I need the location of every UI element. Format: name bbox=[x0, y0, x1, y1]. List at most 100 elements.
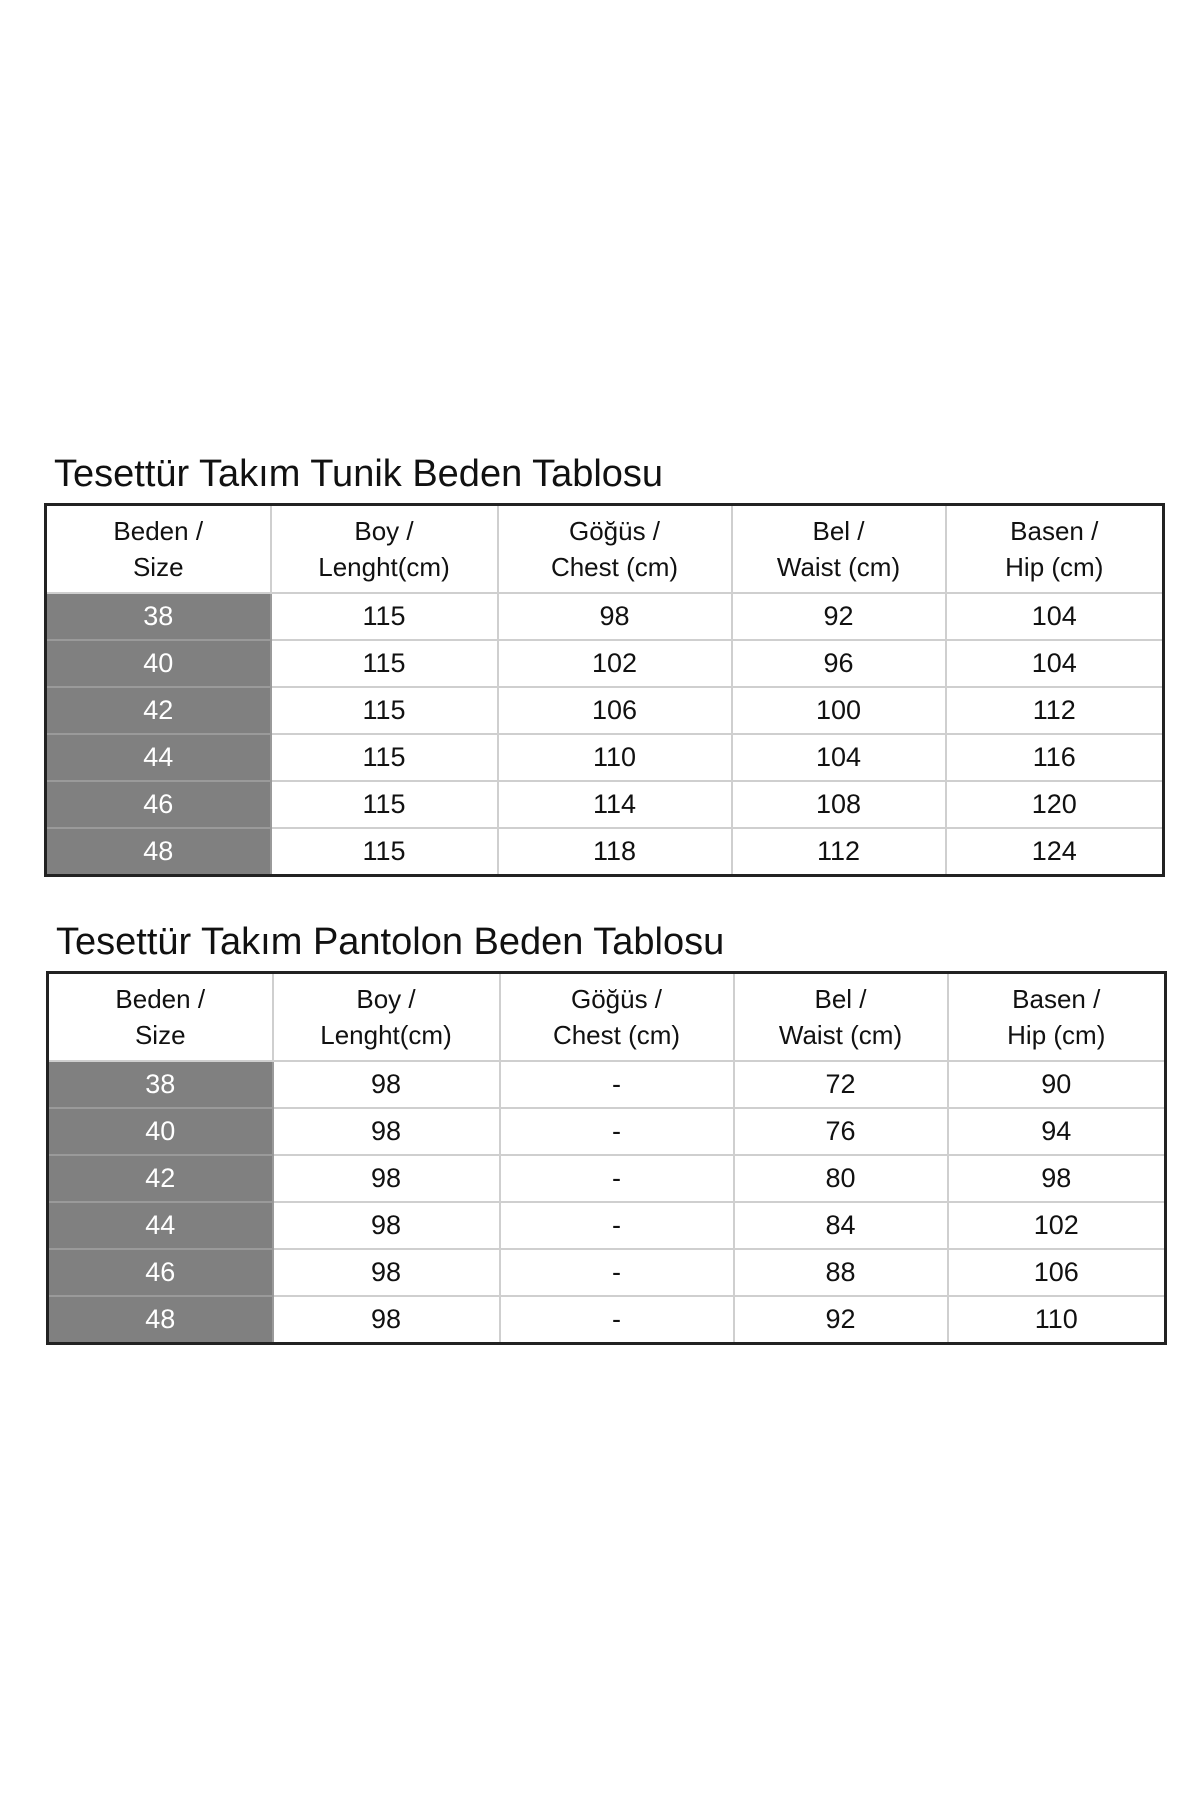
table-row: 46 115 114 108 120 bbox=[44, 780, 1165, 829]
measurement-cell: 98 bbox=[271, 1295, 501, 1345]
measurement-cell: - bbox=[498, 1154, 735, 1203]
header-text: Size bbox=[134, 1020, 186, 1050]
size-cell: 38 bbox=[46, 1060, 274, 1109]
size-cell: 46 bbox=[44, 780, 272, 829]
size-cell: 38 bbox=[44, 592, 272, 641]
measurement-cell: 112 bbox=[730, 827, 947, 877]
measurement-cell: 106 bbox=[496, 686, 733, 735]
measurement-cell: - bbox=[498, 1295, 735, 1345]
measurement-cell: - bbox=[498, 1060, 735, 1109]
measurement-cell: 116 bbox=[944, 733, 1165, 782]
table-row: 48 98-92 110 bbox=[46, 1295, 1167, 1345]
measurement-cell: 92 bbox=[730, 592, 947, 641]
measurement-cell: - bbox=[498, 1107, 735, 1156]
tunic-size-table-title: Tesettür Takım Tunik Beden Tablosu bbox=[54, 453, 664, 495]
trousers-size-table: Beden / Size Boy / Lenght(cm) Göğüs / Chest (… bbox=[46, 971, 1167, 1345]
measurement-cell: 118 bbox=[496, 827, 733, 877]
measurement-cell: 104 bbox=[944, 592, 1165, 641]
measurement-cell: 76 bbox=[732, 1107, 949, 1156]
header-text: Lenght(cm) bbox=[318, 552, 450, 582]
measurement-cell: 102 bbox=[496, 639, 733, 688]
header-text: Basen / bbox=[1010, 516, 1099, 546]
header-text: Boy / bbox=[354, 516, 414, 546]
header-text: Waist (cm) bbox=[778, 1020, 903, 1050]
measurement-cell: 98 bbox=[271, 1107, 501, 1156]
column-header: Boy / Lenght(cm) bbox=[271, 971, 501, 1062]
header-text: Bel / bbox=[814, 984, 867, 1014]
measurement-cell: 104 bbox=[944, 639, 1165, 688]
measurement-cell: 115 bbox=[269, 780, 499, 829]
header-text: Hip (cm) bbox=[1007, 1020, 1106, 1050]
measurement-cell: 112 bbox=[944, 686, 1165, 735]
header-text: Size bbox=[132, 552, 184, 582]
header-text: Chest (cm) bbox=[550, 552, 679, 582]
measurement-cell: 110 bbox=[496, 733, 733, 782]
measurement-cell: - bbox=[498, 1248, 735, 1297]
header-row: Beden / Size Boy / Lenght(cm) Göğüs / Chest (… bbox=[44, 503, 1165, 594]
header-text: Göğüs / bbox=[570, 984, 663, 1014]
measurement-cell: 115 bbox=[269, 592, 499, 641]
column-header: Basen / Hip (cm) bbox=[944, 503, 1165, 594]
measurement-cell: 108 bbox=[730, 780, 947, 829]
header-text: Beden / bbox=[115, 984, 206, 1014]
header-text: Basen / bbox=[1012, 984, 1101, 1014]
measurement-cell: 80 bbox=[732, 1154, 949, 1203]
table-row: 44 98-84 102 bbox=[46, 1201, 1167, 1250]
measurement-cell: 106 bbox=[946, 1248, 1167, 1297]
table-row: 38 115 98 92 104 bbox=[44, 592, 1165, 641]
table-row: 42 115 106 100 112 bbox=[44, 686, 1165, 735]
column-header: Bel / Waist (cm) bbox=[732, 971, 949, 1062]
column-header: Basen / Hip (cm) bbox=[946, 971, 1167, 1062]
column-header: Göğüs / Chest (cm) bbox=[496, 503, 733, 594]
measurement-cell: 115 bbox=[269, 686, 499, 735]
table-row: 40 115 102 96 104 bbox=[44, 639, 1165, 688]
table-row: 44 115 110 104 116 bbox=[44, 733, 1165, 782]
size-cell: 48 bbox=[46, 1295, 274, 1345]
measurement-cell: 115 bbox=[269, 733, 499, 782]
header-text: Lenght(cm) bbox=[320, 1020, 452, 1050]
measurement-cell: 104 bbox=[730, 733, 947, 782]
measurement-cell: 98 bbox=[271, 1201, 501, 1250]
column-header: Beden / Size bbox=[44, 503, 272, 594]
size-cell: 40 bbox=[44, 639, 272, 688]
measurement-cell: 98 bbox=[271, 1248, 501, 1297]
measurement-cell: 115 bbox=[269, 827, 499, 877]
size-cell: 40 bbox=[46, 1107, 274, 1156]
header-text: Bel / bbox=[812, 516, 865, 546]
size-cell: 44 bbox=[44, 733, 272, 782]
header-text: Boy / bbox=[356, 984, 416, 1014]
column-header: Boy / Lenght(cm) bbox=[269, 503, 499, 594]
table-row: 40 98-76 94 bbox=[46, 1107, 1167, 1156]
measurement-cell: 84 bbox=[732, 1201, 949, 1250]
header-text: Göğüs / bbox=[568, 516, 661, 546]
measurement-cell: 98 bbox=[946, 1154, 1167, 1203]
column-header: Göğüs / Chest (cm) bbox=[498, 971, 735, 1062]
table-row: 38 98-72 90 bbox=[46, 1060, 1167, 1109]
table-row: 46 98-88 106 bbox=[46, 1248, 1167, 1297]
table-row: 48 115 118 112 124 bbox=[44, 827, 1165, 877]
header-text: Hip (cm) bbox=[1005, 552, 1104, 582]
measurement-cell: 98 bbox=[496, 592, 733, 641]
size-cell: 42 bbox=[44, 686, 272, 735]
header-text: Chest (cm) bbox=[552, 1020, 681, 1050]
measurement-cell: 98 bbox=[271, 1154, 501, 1203]
measurement-cell: 88 bbox=[732, 1248, 949, 1297]
measurement-cell: 114 bbox=[496, 780, 733, 829]
header-text: Waist (cm) bbox=[776, 552, 901, 582]
tunic-size-table: Beden / Size Boy / Lenght(cm) Göğüs / Chest (… bbox=[44, 503, 1165, 877]
measurement-cell: 124 bbox=[944, 827, 1165, 877]
size-cell: 46 bbox=[46, 1248, 274, 1297]
measurement-cell: 96 bbox=[730, 639, 947, 688]
column-header: Beden / Size bbox=[46, 971, 274, 1062]
size-cell: 48 bbox=[44, 827, 272, 877]
measurement-cell: 115 bbox=[269, 639, 499, 688]
measurement-cell: 120 bbox=[944, 780, 1165, 829]
size-cell: 44 bbox=[46, 1201, 274, 1250]
measurement-cell: 100 bbox=[730, 686, 947, 735]
column-header: Bel / Waist (cm) bbox=[730, 503, 947, 594]
table-row: 42 98-80 98 bbox=[46, 1154, 1167, 1203]
header-text: Beden / bbox=[113, 516, 204, 546]
measurement-cell: 94 bbox=[946, 1107, 1167, 1156]
header-row: Beden / Size Boy / Lenght(cm) Göğüs / Chest (… bbox=[46, 971, 1167, 1062]
measurement-cell: 98 bbox=[271, 1060, 501, 1109]
